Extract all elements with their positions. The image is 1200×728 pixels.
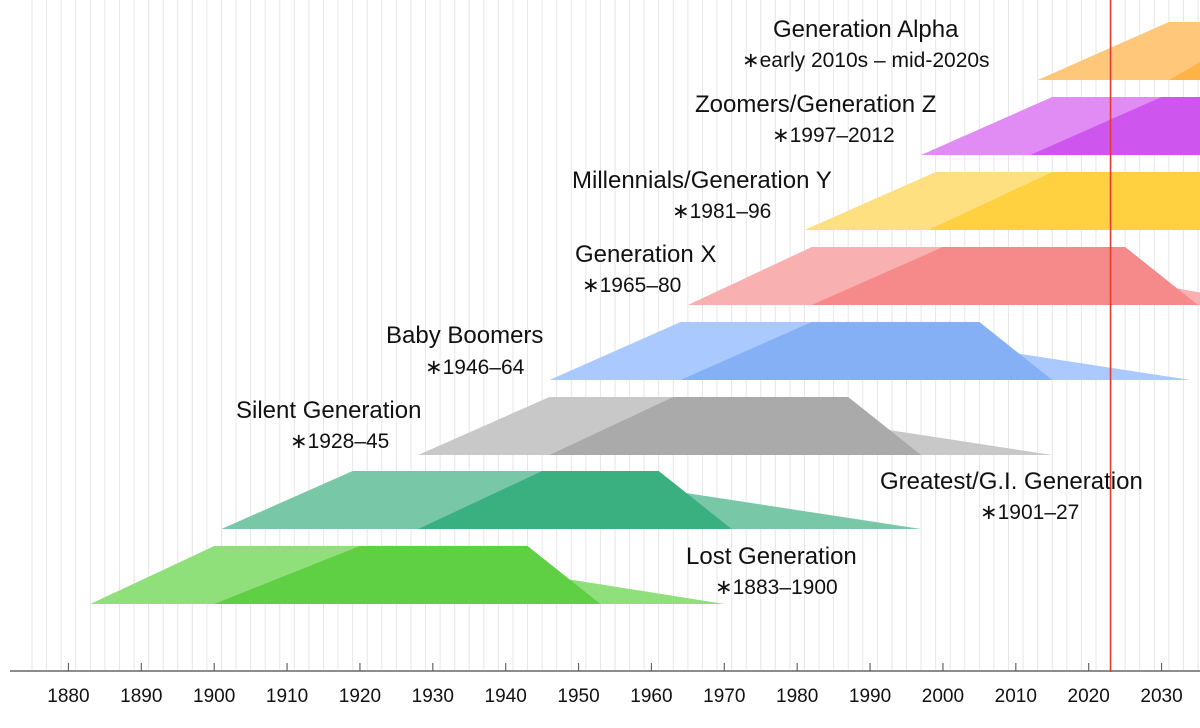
tick-label: 1980 [776, 686, 818, 707]
band-inner-trapezoid [680, 322, 1053, 380]
tick-label: 1940 [485, 686, 527, 707]
tick-label: 1920 [339, 686, 381, 707]
generation-labels: Lost Generation ∗1883–1900 Greatest/G.I. G… [236, 16, 1143, 599]
generation-name: Lost Generation [686, 543, 857, 570]
generation-years: ∗1965–80 [582, 274, 681, 297]
generation-name: Zoomers/Generation Z [695, 91, 936, 118]
generation-name: Generation X [575, 241, 716, 268]
band-inner-trapezoid [1168, 62, 1200, 80]
band-inner-trapezoid [811, 247, 1198, 305]
generation-band [549, 322, 1191, 380]
tick-label: 1960 [630, 686, 672, 707]
tick-label: 2020 [1068, 686, 1110, 707]
tick-label: 1930 [412, 686, 454, 707]
generation-name: Millennials/Generation Y [572, 167, 832, 194]
generation-band [221, 471, 922, 529]
generation-band [1037, 22, 1200, 80]
tick-label: 1890 [120, 686, 162, 707]
generation-years: ∗1946–64 [425, 356, 525, 379]
tick-label: 2000 [922, 686, 964, 707]
generation-name: Greatest/G.I. Generation [880, 468, 1143, 495]
generation-name: Generation Alpha [773, 16, 959, 43]
band-inner-trapezoid [928, 172, 1200, 230]
generation-band [804, 172, 1200, 230]
tick-label: 1950 [557, 686, 599, 707]
generation-years: ∗1997–2012 [772, 124, 895, 147]
generation-band [418, 397, 1053, 455]
tick-label: 1970 [703, 686, 745, 707]
generation-band [687, 247, 1200, 305]
tick-label: 1880 [47, 686, 89, 707]
tick-label: 2030 [1140, 686, 1182, 707]
band-inner-trapezoid [1030, 97, 1200, 155]
generation-bands [90, 22, 1200, 604]
tick-label: 1910 [266, 686, 308, 707]
band-inner-trapezoid [549, 397, 922, 455]
band-inner-trapezoid [418, 471, 732, 529]
axis-tick-labels: 1880 1890 1900 1910 1920 1930 1940 1950 1960 1970… [47, 663, 1183, 707]
generation-years: ∗1981–96 [672, 200, 771, 223]
generation-name: Baby Boomers [386, 322, 543, 349]
tick-label: 2010 [995, 686, 1037, 707]
generation-band [90, 546, 725, 604]
generation-band [921, 97, 1200, 155]
generation-name: Silent Generation [236, 397, 421, 424]
generation-years: ∗1883–1900 [715, 576, 838, 599]
generation-years: ∗1928–45 [290, 430, 389, 453]
generation-years: ∗early 2010s – mid-2020s [742, 49, 990, 72]
band-outer-trapezoid [1037, 22, 1200, 80]
generation-years: ∗1901–27 [980, 501, 1079, 524]
tick-label: 1990 [849, 686, 891, 707]
band-inner-trapezoid [214, 546, 601, 604]
tick-label: 1900 [193, 686, 235, 707]
